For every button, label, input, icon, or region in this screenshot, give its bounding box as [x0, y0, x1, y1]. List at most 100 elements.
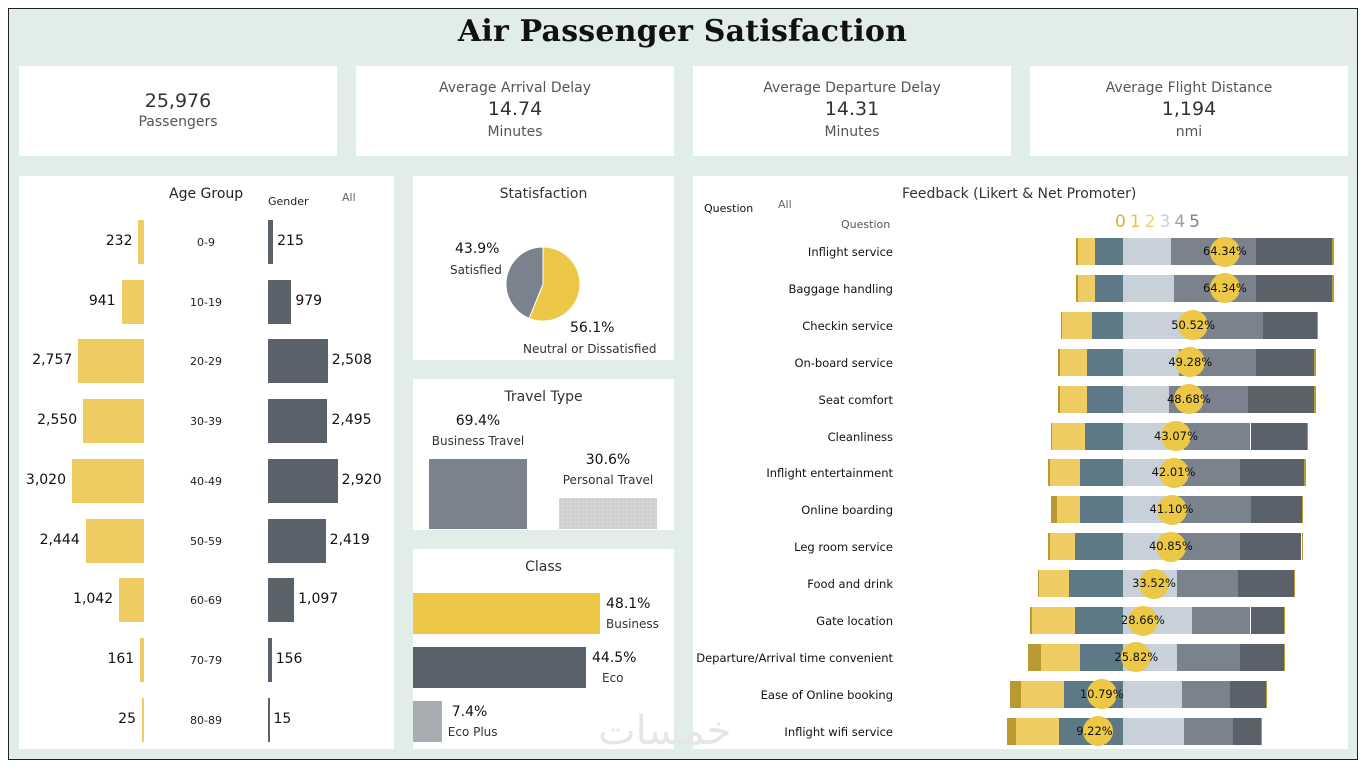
likert-segment-5 [1250, 496, 1302, 524]
age-value-right: 2,419 [329, 531, 370, 548]
age-value-left: 941 [88, 292, 116, 309]
bar-cap-left [1030, 607, 1032, 634]
travel-percent: 30.6% [585, 452, 631, 469]
bar-cap-left [1048, 459, 1050, 487]
pie-slice-satisfied [505, 246, 544, 319]
net-promoter-dot [1156, 494, 1187, 525]
age-bar-right [268, 578, 295, 623]
bar-cap-left [1009, 680, 1012, 708]
question-label: Baggage handling [788, 281, 893, 296]
likert-segment-5 [1250, 607, 1284, 634]
kpi-passengers: 25,976 Passengers [19, 66, 337, 156]
bar-cap-left [1058, 385, 1060, 413]
age-value-right: 215 [277, 233, 304, 249]
age-bar-left [142, 697, 144, 742]
pie-slice-dissatisfied [528, 246, 581, 322]
age-group-title: Age Group [169, 186, 244, 202]
likert-segment-0 [1028, 643, 1042, 671]
likert-segment-2 [1094, 274, 1123, 302]
age-bar-left [121, 279, 144, 324]
likert-segment-2 [1079, 496, 1123, 524]
kpi-value: 25,976 [144, 90, 212, 112]
bar-cap-left [1060, 311, 1063, 339]
question-label: Cleanliness [827, 429, 893, 444]
question-label: Inflight service [807, 245, 893, 259]
class-percent: 7.4% [451, 704, 488, 720]
net-promoter-label: 64.34% [1202, 280, 1247, 295]
bar-cap-right [1314, 385, 1316, 413]
likert-segment-5 [1255, 348, 1315, 376]
bar-cap-left [1050, 422, 1053, 450]
bar-cap-left [1037, 570, 1040, 598]
legend-score-4: 4 [1174, 212, 1190, 232]
likert-segment-2 [1074, 533, 1123, 561]
satisfaction-pie [505, 246, 581, 322]
age-group-label: 0-9 [197, 236, 215, 249]
gender-filter-value[interactable]: All [342, 191, 356, 204]
kpi-departure-delay: Average Departure Delay 14.31 Minutes [693, 66, 1011, 156]
net-promoter-label: 9.22% [1076, 723, 1113, 738]
bar-cap-left [1050, 496, 1053, 524]
question-label: Inflight wifi service [784, 724, 893, 739]
age-bar-left [140, 637, 144, 682]
age-value-left: 2,757 [32, 352, 73, 369]
likert-segment-4 [1191, 607, 1251, 634]
age-value-left: 161 [107, 650, 135, 667]
kpi-unit: Minutes [824, 124, 880, 140]
likert-segment-2 [1079, 643, 1123, 671]
age-value-left: 2,444 [39, 531, 80, 548]
age-group-panel: Age Group Gender All 232 215 0-9 941 979 10-1… [19, 176, 394, 749]
age-group-label: 70-79 [190, 653, 222, 667]
legend-score-5: 5 [1189, 212, 1204, 232]
likert-segment-5 [1237, 570, 1294, 598]
kpi-value: 14.31 [824, 98, 880, 120]
kpi-arrival-delay: Average Arrival Delay 14.74 Minutes [356, 66, 674, 156]
kpi-value: 14.74 [487, 98, 543, 120]
likert-segment-2 [1094, 238, 1123, 265]
likert-segment-1 [1049, 459, 1080, 487]
bar-cap-right [1265, 680, 1268, 708]
likert-segment-5 [1247, 385, 1315, 413]
likert-segment-1 [1015, 717, 1060, 745]
net-promoter-label: 33.52% [1132, 576, 1176, 591]
net-promoter-label: 43.07% [1154, 428, 1198, 443]
net-promoter-dot [1209, 236, 1240, 267]
net-promoter-label: 50.52% [1171, 317, 1216, 332]
bar-cap-right [1301, 496, 1303, 524]
net-promoter-dot [1161, 421, 1192, 451]
likert-segment-1 [1031, 607, 1075, 634]
net-promoter-label: 42.01% [1151, 465, 1196, 480]
net-promoter-label: 64.34% [1202, 244, 1247, 258]
likert-segment-0 [1008, 717, 1016, 745]
likert-segment-5 [1240, 459, 1305, 487]
age-group-label: 20-29 [190, 355, 222, 369]
age-value-left: 3,020 [25, 471, 66, 488]
question-label: Departure/Arrival time convenient [696, 650, 893, 665]
likert-segment-4 [1184, 422, 1251, 450]
likert-segment-0 [1010, 680, 1021, 708]
class-bar [413, 647, 586, 688]
net-promoter-dot [1173, 384, 1204, 415]
class-bar [413, 593, 600, 634]
question-label: Inflight entertainment [766, 466, 893, 481]
age-value-right: 156 [275, 650, 303, 667]
net-promoter-dot [1083, 716, 1114, 747]
age-group-label: 80-89 [190, 713, 222, 727]
age-bar-right [268, 279, 292, 324]
net-promoter-label: 25.82% [1114, 649, 1159, 664]
likert-segment-3 [1123, 348, 1180, 376]
age-value-right: 2,508 [331, 352, 372, 369]
bar-cap-right [1306, 422, 1309, 450]
question-filter-value[interactable]: All [778, 198, 792, 211]
bar-cap-right [1283, 643, 1286, 671]
travel-type-panel: Travel Type 69.4% Business Travel 30.6% Per… [413, 379, 674, 530]
bar-cap-left [1007, 717, 1009, 745]
class-percent: 48.1% [606, 596, 651, 612]
net-promoter-dot [1209, 273, 1240, 304]
age-bar-left [83, 399, 144, 444]
likert-segment-3 [1123, 238, 1172, 265]
age-value-left: 25 [118, 710, 136, 727]
likert-segment-1 [1059, 348, 1088, 376]
likert-segment-1 [1056, 496, 1080, 524]
question-label: Ease of Online booking [760, 687, 893, 702]
